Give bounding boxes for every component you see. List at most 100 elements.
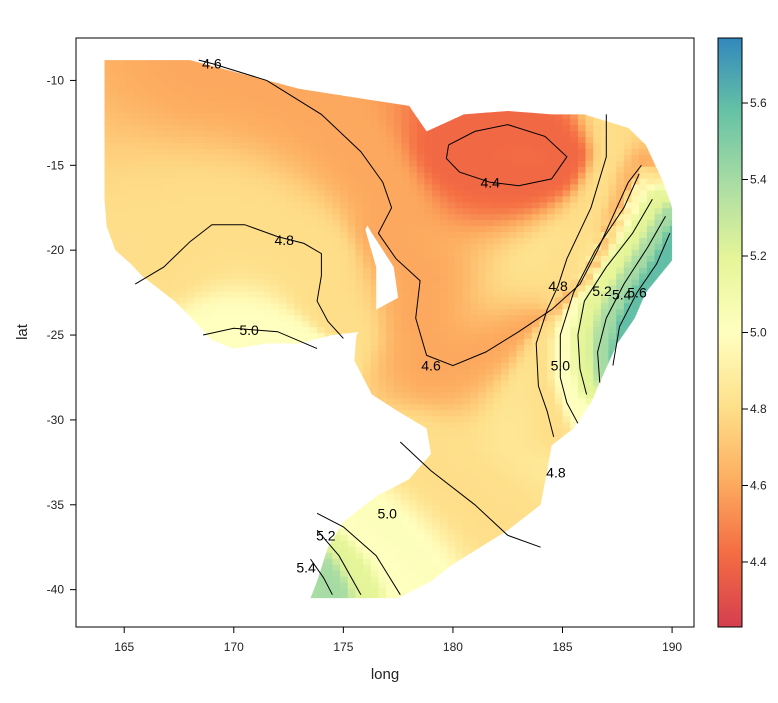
heat-cell [286,201,295,209]
heat-cell [470,362,479,369]
heat-cell [156,516,165,524]
heat-cell [340,273,349,280]
heat-cell [493,433,502,440]
heat-cell [194,65,203,72]
heat-cell [424,415,433,423]
heat-cell [125,65,134,72]
heat-cell [133,172,142,179]
heat-cell [393,421,403,429]
heat-cell [470,409,479,417]
heat-cell [363,498,372,506]
heat-cell [424,427,433,435]
heat-cell [432,504,441,512]
heat-cell [171,344,180,351]
heat-cell [278,160,287,167]
heat-cell [409,296,418,304]
heat-cell [309,273,318,280]
heat-cell [271,285,280,292]
heat-cell [401,397,410,405]
heat-cell [225,516,234,524]
heat-cell [416,207,426,215]
heat-cell [432,178,441,185]
heat-cell [278,552,287,559]
heat-cell [271,290,280,298]
heat-cell [171,552,180,559]
heat-cell [117,237,126,244]
heat-cell [470,88,479,96]
heat-cell [347,261,356,268]
heat-cell [179,154,188,161]
heat-cell [217,261,226,268]
heat-cell [209,582,218,589]
heat-cell [186,106,195,114]
heat-cell [447,243,456,250]
heat-cell [401,588,410,595]
heat-cell [416,71,426,78]
heat-cell [104,469,111,476]
heat-cell [424,142,433,149]
heat-cell [209,77,218,84]
heat-cell [117,201,126,209]
heat-cell [317,296,326,304]
heat-cell [462,219,472,227]
heat-cell [125,498,134,506]
heat-cell [156,332,165,339]
heat-cell [493,71,502,78]
heat-cell [140,130,149,137]
heat-cell [140,475,149,482]
heat-cell [508,421,518,429]
heat-cell [133,77,142,84]
heat-cell [271,231,280,238]
heat-cell [110,77,119,84]
heat-cell [148,60,157,66]
heat-cell [255,243,264,250]
heat-cell [255,510,264,518]
heat-cell [340,243,349,250]
heat-cell [439,374,449,381]
heat-cell [263,201,272,209]
heat-cell [493,386,502,393]
heat-cell [294,421,303,429]
heat-cell [340,83,349,90]
heat-cell [470,469,479,476]
heat-cell [393,290,403,298]
heat-cell [133,308,142,316]
heat-cell [186,77,195,84]
heat-cell [271,213,280,221]
heat-cell [117,457,126,464]
heat-cell [478,528,487,536]
heat-cell [447,397,456,405]
heat-cell [225,279,234,286]
heat-cell [508,409,518,417]
heat-cell [416,463,426,470]
heat-cell [179,504,188,512]
heat-cell [117,391,126,399]
heat-cell [171,154,180,161]
heat-cell [133,403,142,411]
heat-cell [156,231,165,238]
heat-cell [508,255,518,262]
heat-cell [171,243,180,250]
heat-cell [478,320,487,328]
heat-cell [225,552,234,559]
heat-cell [363,231,372,238]
heat-cell [209,320,218,328]
heat-cell [432,552,441,559]
heat-cell [470,528,479,536]
heat-cell [294,350,303,357]
heat-cell [439,593,449,599]
heat-cell [271,380,280,387]
heat-cell [340,421,349,429]
heat-cell [209,445,218,452]
heat-cell [424,332,433,339]
heat-cell [317,136,326,143]
heat-cell [516,475,525,482]
heat-cell [508,112,518,120]
heat-cell [340,184,349,191]
heat-cell [324,409,333,417]
heat-cell [301,534,310,541]
heat-cell [232,184,241,191]
heat-cell [110,83,119,90]
heat-cell [317,285,326,292]
heat-cell [232,445,241,452]
